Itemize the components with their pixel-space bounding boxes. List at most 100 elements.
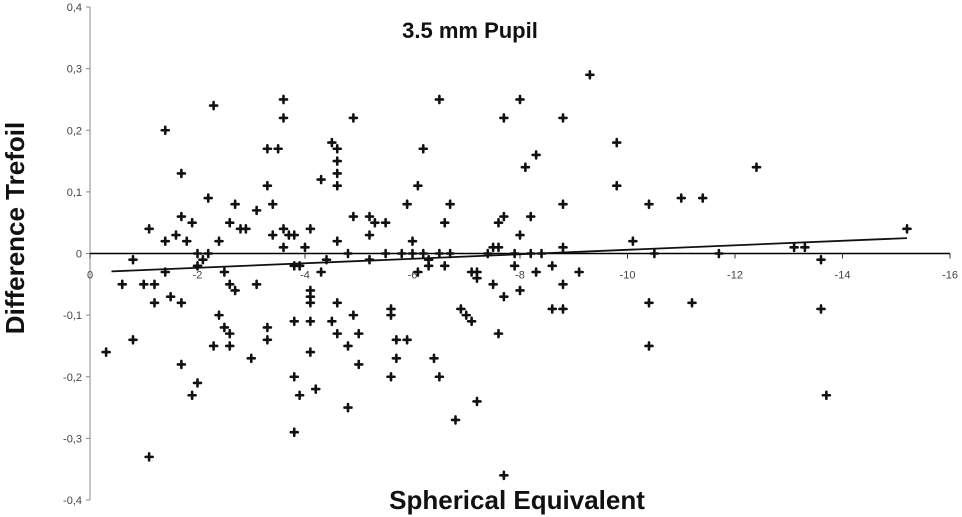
data-point bbox=[391, 353, 402, 364]
data-point bbox=[407, 236, 418, 246]
data-point bbox=[294, 390, 305, 401]
data-point bbox=[176, 359, 187, 370]
data-point bbox=[224, 328, 235, 339]
x-tick-label: -6 bbox=[408, 270, 418, 282]
data-point bbox=[364, 211, 375, 222]
data-point bbox=[547, 261, 558, 271]
data-point bbox=[461, 310, 472, 320]
data-point bbox=[343, 402, 353, 413]
data-point bbox=[289, 230, 300, 240]
data-point bbox=[364, 230, 375, 240]
data-point bbox=[214, 236, 224, 246]
y-tick-label: -0,2 bbox=[63, 372, 82, 384]
data-point bbox=[547, 304, 558, 314]
data-point bbox=[289, 371, 300, 382]
data-point bbox=[386, 310, 396, 320]
x-axis-title: Spherical Equivalent bbox=[389, 485, 645, 515]
data-point bbox=[558, 304, 568, 314]
data-point bbox=[413, 267, 423, 277]
data-point bbox=[644, 298, 654, 308]
data-point bbox=[472, 273, 482, 283]
x-tick-label: -4 bbox=[300, 270, 310, 282]
data-point bbox=[214, 310, 224, 320]
data-point bbox=[380, 248, 391, 259]
data-point bbox=[192, 248, 203, 259]
x-tick-label: -8 bbox=[515, 270, 525, 282]
data-point bbox=[466, 316, 477, 327]
data-point bbox=[278, 242, 289, 253]
data-point bbox=[515, 230, 525, 240]
data-point bbox=[509, 248, 520, 259]
data-point bbox=[429, 353, 439, 364]
data-point bbox=[187, 217, 197, 228]
data-point bbox=[676, 193, 687, 203]
chart-title: 3.5 mm Pupil bbox=[402, 18, 538, 43]
data-point bbox=[300, 242, 310, 253]
data-point bbox=[434, 248, 445, 259]
data-point bbox=[176, 298, 187, 308]
data-point bbox=[262, 143, 273, 154]
data-point bbox=[305, 224, 316, 234]
data-point bbox=[525, 211, 536, 222]
y-tick-label: 0,2 bbox=[67, 125, 82, 137]
data-point bbox=[558, 242, 568, 253]
data-point bbox=[649, 248, 660, 259]
data-point bbox=[343, 248, 353, 259]
data-point bbox=[499, 291, 509, 302]
data-point bbox=[101, 347, 111, 357]
data-point bbox=[515, 285, 525, 296]
data-point bbox=[611, 180, 622, 191]
y-tick-label: -0,4 bbox=[63, 495, 82, 507]
data-point bbox=[203, 193, 214, 203]
data-point bbox=[445, 199, 455, 209]
data-point bbox=[402, 334, 412, 345]
data-point bbox=[230, 199, 240, 209]
data-point bbox=[332, 180, 343, 191]
data-point bbox=[251, 205, 262, 216]
data-point bbox=[434, 371, 445, 382]
data-point bbox=[493, 217, 504, 228]
data-point bbox=[391, 334, 402, 345]
data-point bbox=[262, 334, 273, 345]
data-points-group bbox=[101, 69, 912, 481]
data-point bbox=[789, 242, 799, 253]
data-point bbox=[499, 211, 509, 222]
data-point bbox=[644, 341, 654, 351]
data-point bbox=[149, 298, 160, 308]
data-point bbox=[332, 298, 343, 308]
data-point bbox=[332, 143, 343, 154]
data-point bbox=[488, 279, 498, 290]
data-point bbox=[160, 125, 171, 136]
data-point bbox=[332, 328, 343, 339]
data-point bbox=[144, 224, 154, 234]
data-point bbox=[278, 113, 289, 123]
x-tick-label: 0 bbox=[87, 270, 93, 282]
data-point bbox=[348, 310, 359, 320]
data-point bbox=[144, 452, 154, 462]
data-point bbox=[117, 279, 128, 290]
data-point bbox=[472, 396, 482, 407]
data-point bbox=[208, 100, 219, 111]
data-point bbox=[493, 242, 504, 253]
data-point bbox=[402, 199, 412, 209]
data-point bbox=[445, 248, 455, 259]
data-point bbox=[418, 143, 429, 154]
data-point bbox=[327, 316, 337, 327]
data-point bbox=[407, 248, 418, 259]
data-point bbox=[348, 211, 359, 222]
data-point bbox=[262, 322, 273, 333]
data-point bbox=[434, 94, 445, 105]
data-point bbox=[558, 279, 568, 290]
data-point bbox=[821, 390, 832, 401]
data-point bbox=[224, 217, 235, 228]
data-point bbox=[611, 137, 622, 148]
data-point bbox=[439, 261, 450, 271]
y-tick-label: 0,3 bbox=[67, 64, 82, 76]
data-point bbox=[219, 322, 230, 333]
data-point bbox=[531, 267, 541, 277]
data-point bbox=[278, 224, 289, 234]
data-point bbox=[396, 248, 407, 259]
data-point bbox=[353, 359, 364, 370]
trendline bbox=[111, 237, 908, 273]
data-point bbox=[370, 217, 380, 228]
